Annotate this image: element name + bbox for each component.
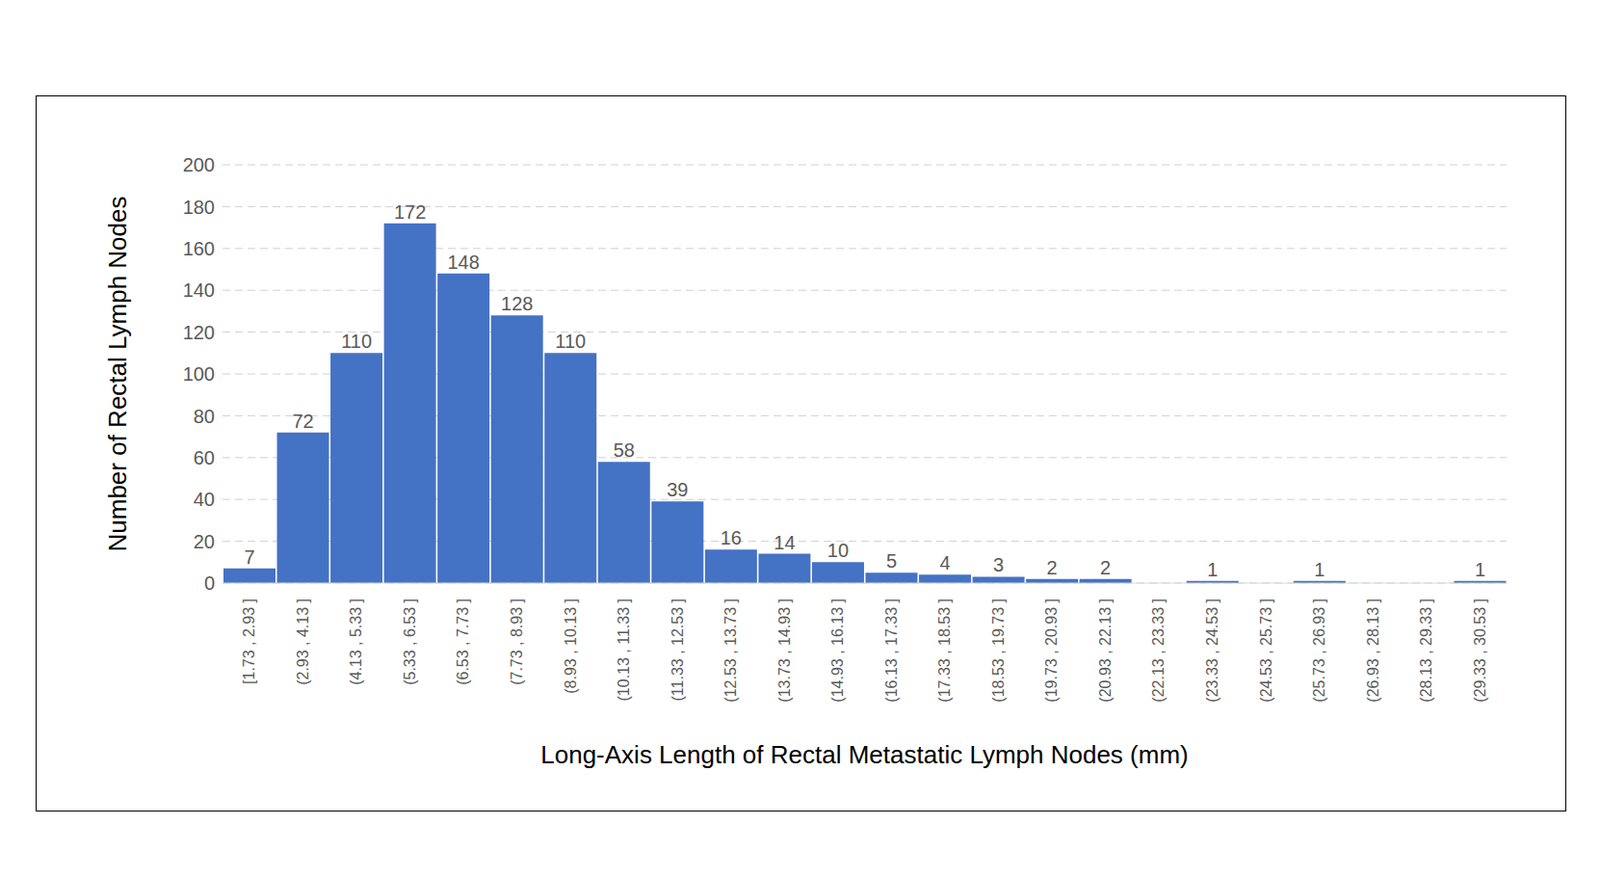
svg-text:(22.13 , 23.33 ]: (22.13 , 23.33 ] bbox=[1150, 598, 1167, 703]
svg-text:5: 5 bbox=[886, 550, 897, 572]
svg-text:(5.33 , 6.53 ]: (5.33 , 6.53 ] bbox=[401, 598, 419, 685]
svg-text:(13.73 , 14.93 ]: (13.73 , 14.93 ] bbox=[776, 598, 793, 703]
svg-text:4: 4 bbox=[939, 551, 950, 574]
svg-text:180: 180 bbox=[183, 196, 215, 218]
svg-text:148: 148 bbox=[446, 251, 479, 273]
svg-text:(24.53 , 25.73 ]: (24.53 , 25.73 ] bbox=[1258, 598, 1275, 703]
svg-text:39: 39 bbox=[666, 478, 688, 500]
svg-text:7: 7 bbox=[243, 546, 255, 568]
svg-text:(2.93 , 4.13 ]: (2.93 , 4.13 ] bbox=[294, 598, 312, 685]
svg-text:(10.13 , 11.33 ]: (10.13 , 11.33 ] bbox=[615, 598, 632, 701]
svg-text:(8.93 , 10.13 ]: (8.93 , 10.13 ] bbox=[562, 598, 579, 694]
svg-text:Long-Axis Length of Rectal Met: Long-Axis Length of Rectal Metastatic Ly… bbox=[540, 739, 1188, 769]
svg-text:3: 3 bbox=[993, 553, 1004, 576]
svg-text:128: 128 bbox=[500, 292, 533, 315]
svg-text:2: 2 bbox=[1047, 556, 1058, 578]
svg-text:(25.73 , 26.93 ]: (25.73 , 26.93 ] bbox=[1311, 598, 1328, 703]
svg-text:140: 140 bbox=[183, 279, 215, 301]
svg-text:16: 16 bbox=[720, 526, 742, 549]
svg-text:(7.73 , 8.93 ]: (7.73 , 8.93 ] bbox=[508, 598, 525, 685]
svg-text:(26.93 , 28.13 ]: (26.93 , 28.13 ] bbox=[1364, 598, 1382, 703]
svg-text:(12.53 , 13.73 ]: (12.53 , 13.73 ] bbox=[722, 598, 739, 703]
svg-text:0: 0 bbox=[204, 572, 215, 594]
svg-text:[1.73 , 2.93 ]: [1.73 , 2.93 ] bbox=[240, 598, 258, 684]
svg-text:(17.33 , 18.53 ]: (17.33 , 18.53 ] bbox=[936, 598, 953, 703]
svg-text:Number of Rectal Lymph Nodes: Number of Rectal Lymph Nodes bbox=[103, 196, 132, 552]
svg-text:110: 110 bbox=[340, 330, 372, 352]
svg-text:120: 120 bbox=[183, 321, 215, 343]
svg-text:80: 80 bbox=[193, 405, 215, 427]
svg-text:72: 72 bbox=[291, 410, 314, 432]
svg-text:(19.73 , 20.93 ]: (19.73 , 20.93 ] bbox=[1043, 598, 1060, 703]
svg-text:2: 2 bbox=[1100, 556, 1111, 578]
svg-text:(28.13 , 29.33 ]: (28.13 , 29.33 ] bbox=[1417, 598, 1435, 703]
svg-text:(11.33 , 12.53 ]: (11.33 , 12.53 ] bbox=[669, 598, 686, 701]
svg-text:58: 58 bbox=[613, 439, 635, 461]
svg-text:20: 20 bbox=[193, 530, 215, 552]
svg-text:1: 1 bbox=[1206, 558, 1218, 580]
svg-text:(6.53 , 7.73 ]: (6.53 , 7.73 ] bbox=[454, 598, 472, 685]
svg-text:60: 60 bbox=[193, 446, 215, 469]
svg-text:(14.93 , 16.13 ]: (14.93 , 16.13 ] bbox=[829, 598, 846, 703]
svg-text:172: 172 bbox=[393, 201, 426, 223]
svg-text:160: 160 bbox=[183, 237, 215, 260]
svg-text:100: 100 bbox=[183, 363, 215, 385]
svg-text:10: 10 bbox=[827, 539, 849, 561]
svg-text:(29.33 , 30.53 ]: (29.33 , 30.53 ] bbox=[1471, 598, 1489, 703]
svg-text:1: 1 bbox=[1313, 558, 1325, 580]
svg-text:14: 14 bbox=[773, 531, 795, 553]
svg-text:1: 1 bbox=[1474, 558, 1486, 580]
svg-text:(20.93 , 22.13 ]: (20.93 , 22.13 ] bbox=[1097, 598, 1114, 703]
svg-text:(4.13 , 5.33 ]: (4.13 , 5.33 ] bbox=[347, 598, 365, 685]
svg-text:(18.53 , 19.73 ]: (18.53 , 19.73 ] bbox=[990, 598, 1007, 703]
svg-text:110: 110 bbox=[554, 330, 586, 352]
svg-text:(23.33 , 24.53 ]: (23.33 , 24.53 ] bbox=[1204, 598, 1221, 703]
svg-text:(16.13 , 17.33 ]: (16.13 , 17.33 ] bbox=[883, 598, 900, 703]
svg-text:200: 200 bbox=[183, 154, 215, 176]
svg-text:40: 40 bbox=[193, 488, 215, 510]
